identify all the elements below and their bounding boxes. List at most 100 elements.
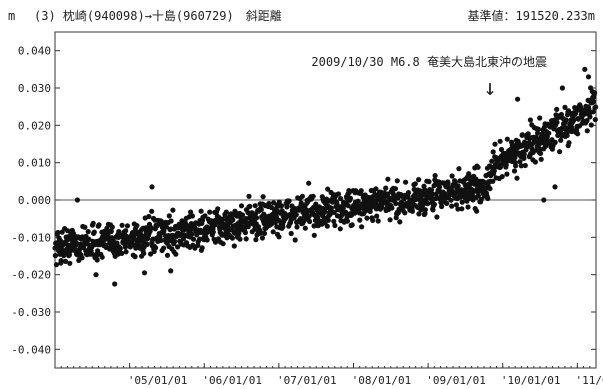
data-point [364,215,370,221]
data-point [311,232,317,238]
data-point [590,109,596,115]
data-point [270,229,276,235]
data-point [173,251,179,257]
data-point [432,173,438,179]
data-point [420,202,426,208]
x-tick-label: '05/01/01 [128,374,188,387]
data-point [554,119,560,125]
data-point [448,197,454,203]
data-point [146,213,152,220]
x-axis: '05/01/01 '06/01/01 '07/01/01 '08/01/01 '09/… [60,363,603,387]
data-point [498,146,505,153]
data-point [325,217,331,223]
data-point [246,193,252,199]
data-point [220,241,226,247]
data-point [132,254,138,260]
data-point [537,150,544,156]
data-point [445,181,451,187]
data-point [355,198,361,204]
data-point [559,85,566,91]
data-point [338,196,344,202]
x-tick-label: '07/01/01 [277,374,337,387]
data-point [590,99,597,105]
data-point [370,217,376,223]
y-tick-label: -0.020 [11,269,51,282]
data-point [349,222,355,228]
data-point [527,117,534,123]
data-point [258,207,264,213]
data-point [313,201,319,207]
data-point [153,245,159,251]
data-point [571,117,577,124]
data-point [328,189,334,196]
data-point [324,223,330,229]
data-point [383,185,389,191]
data-point [434,214,440,220]
data-point [230,217,236,223]
data-point [387,217,393,223]
data-point [517,159,523,165]
data-point [582,66,588,72]
data-point [428,187,435,193]
data-point [286,198,292,204]
data-point [331,218,337,224]
data-point [52,253,59,259]
data-point [260,194,266,200]
data-point [475,193,481,199]
data-point [278,203,285,209]
data-point [558,137,564,143]
data-point [475,164,481,170]
data-point [55,229,61,236]
data-point [392,186,399,192]
data-point [491,168,497,174]
data-point [189,231,195,237]
data-point [141,250,147,256]
data-point [489,158,495,164]
data-point [346,189,352,196]
data-point [62,258,69,264]
data-point [95,248,101,254]
data-point [302,225,308,231]
data-point [166,213,172,219]
data-point [299,193,305,199]
data-point [123,249,129,255]
data-point [335,191,342,197]
data-point [99,254,105,260]
data-point [284,204,290,210]
data-point [521,155,527,161]
data-point [504,171,510,177]
data-point [347,195,353,201]
data-point [188,209,194,215]
data-point [337,226,343,232]
data-point [189,213,195,219]
data-point [144,241,150,247]
data-point [237,236,243,242]
data-point [53,262,60,268]
data-point [86,236,92,242]
data-point [592,117,598,123]
data-point [359,224,365,230]
data-point [422,207,428,213]
data-point [190,236,197,242]
data-point [588,122,594,128]
data-point [439,203,445,210]
data-point [412,181,418,187]
data-point [94,253,100,259]
data-point [202,213,208,219]
data-point [513,163,519,169]
data-point [552,139,558,145]
data-point [243,236,249,242]
data-point [385,176,391,182]
data-point [394,178,400,184]
data-point [546,130,552,136]
chart-title: (3) 枕崎(940098)→十島(960729) 斜距離 [34,8,282,23]
data-point [459,206,465,212]
data-point [429,191,435,197]
y-tick-label: -0.040 [11,343,51,356]
data-point [93,272,99,278]
data-point [164,252,171,258]
data-point [515,96,521,102]
data-point [492,141,498,147]
data-point [112,281,118,287]
